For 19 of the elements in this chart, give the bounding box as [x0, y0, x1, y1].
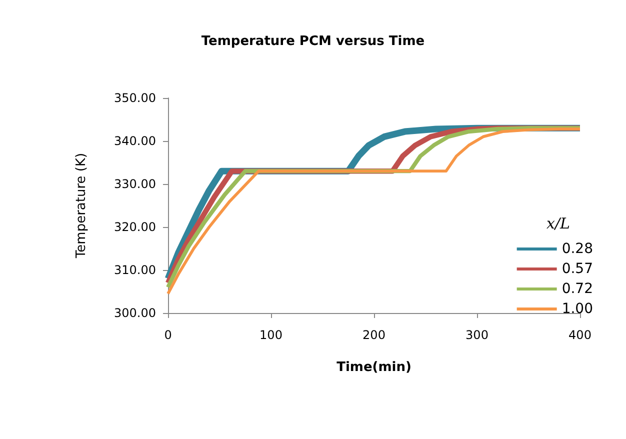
y-tick-label: 350.00 [114, 91, 156, 105]
chart-title: Temperature PCM versus Time [201, 34, 425, 49]
legend-label: 0.72 [562, 281, 593, 297]
y-tick-label: 340.00 [114, 134, 156, 148]
y-tick-label: 300.00 [114, 306, 156, 320]
legend-title: x/L [546, 214, 570, 232]
x-tick-label: 300 [466, 328, 488, 342]
x-tick-label: 100 [260, 328, 282, 342]
legend-label: 0.57 [562, 261, 593, 277]
x-tick-label: 0 [164, 328, 172, 342]
legend-label: 0.28 [562, 241, 593, 257]
x-tick-label: 400 [568, 328, 592, 342]
x-tick-label: 200 [362, 328, 386, 342]
y-axis-title: Temperature (K) [74, 152, 89, 260]
y-tick-label: 320.00 [114, 220, 156, 234]
y-tick-label: 330.00 [114, 177, 156, 191]
x-axis-title: Time(min) [336, 360, 412, 375]
legend-label: 1.00 [562, 301, 593, 317]
y-tick-label: 310.00 [114, 263, 156, 277]
